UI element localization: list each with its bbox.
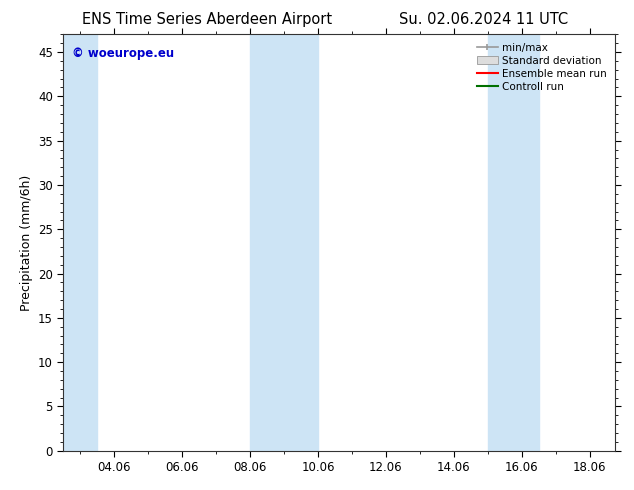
Bar [488,34,539,451]
Y-axis label: Precipitation (mm/6h): Precipitation (mm/6h) [20,174,32,311]
Text: © woeurope.eu: © woeurope.eu [72,47,174,60]
Text: Su. 02.06.2024 11 UTC: Su. 02.06.2024 11 UTC [399,12,569,27]
Bar [250,34,318,451]
Text: ENS Time Series Aberdeen Airport: ENS Time Series Aberdeen Airport [82,12,333,27]
Bar [63,34,98,451]
Legend: min/max, Standard deviation, Ensemble mean run, Controll run: min/max, Standard deviation, Ensemble me… [474,40,610,95]
